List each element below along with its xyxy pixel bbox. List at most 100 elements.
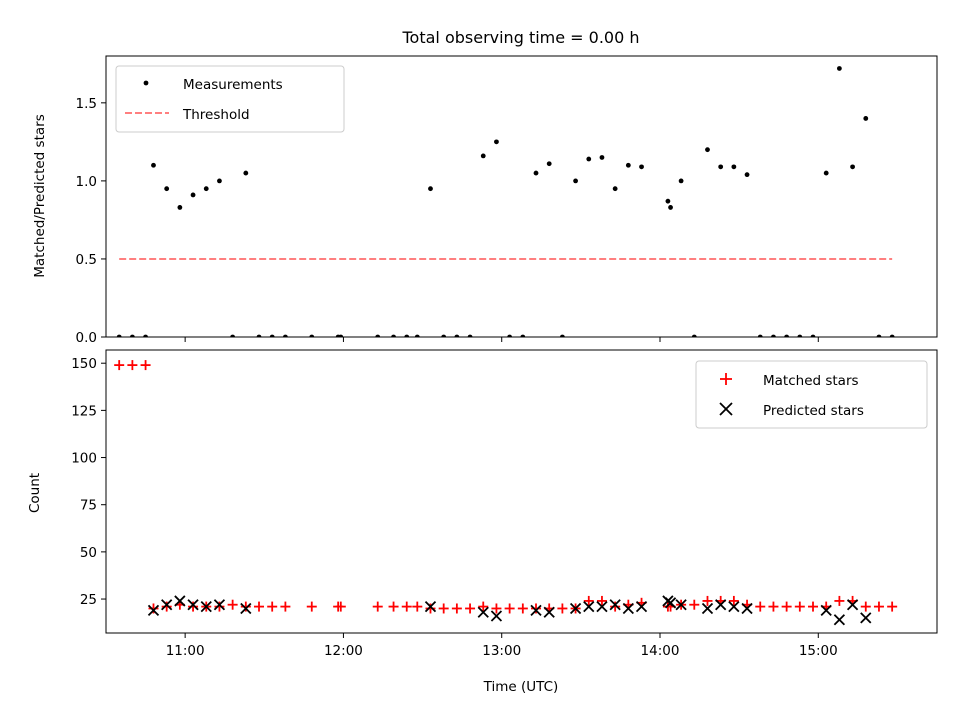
legend-box [115,65,345,133]
x-tick-label: 12:00 [324,643,363,659]
measurement-point [151,162,156,168]
ratio-axis-ticks: 0.0 0.5 1.0 1.5 [76,96,819,346]
measurement-point [771,334,776,337]
measurement-point [533,170,539,176]
legend-label-matched: Matched stars [763,373,859,389]
matched-star-marker [887,601,898,612]
matched-star-marker [451,603,462,614]
matched-star-marker [438,603,449,614]
matched-star-marker [478,601,489,612]
x-axis-label: Time (UTC) [483,679,559,695]
matched-star-marker [161,601,172,612]
y-axis-label: Matched/Predicted stars [32,114,48,277]
predicted-star-marker [596,600,608,613]
plot-area [114,360,898,626]
matched-star-marker [127,360,138,371]
matched-star-marker [755,601,766,612]
predicted-star-marker [715,599,727,611]
predicted-star-marker [213,599,226,611]
matched-star-marker [610,601,621,612]
measurement-point [705,147,710,153]
predicted-star-marker [477,606,489,618]
measurement-point [757,334,763,337]
matched-star-marker [240,601,251,612]
measurement-point [203,186,209,192]
predicted-star-marker [846,599,859,611]
y-tick-label: 0.0 [76,330,97,346]
matched-star-marker [768,601,779,612]
measurement-point [599,155,605,160]
matched-star-marker [388,601,399,612]
y-tick-label: 75 [80,498,97,514]
y-tick-label: 0.5 [76,252,97,268]
matched-star-marker [114,360,125,371]
measurement-point [850,164,855,170]
matched-star-marker [188,601,199,612]
predicted-star-marker [530,604,542,616]
matched-star-marker [140,360,151,371]
measurement-point [678,178,684,184]
y-tick-label: 150 [71,356,97,372]
measurement-point [612,186,618,192]
measurement-point [784,334,790,337]
legend-marker-matched [720,373,732,385]
predicted-star-marker [622,602,634,615]
measurement-point [375,334,381,337]
predicted-star-marker [240,602,252,615]
matched-star-marker [254,601,265,612]
y-tick-label: 1.5 [76,96,97,112]
measurement-point [889,334,895,337]
matched-star-marker [728,595,739,606]
count-legend: Matched stars Predicted stars [695,360,928,429]
matched-star-marker [227,599,238,610]
measurement-point [454,334,460,337]
measurement-point [625,162,631,168]
measurement-point [668,205,673,210]
matched-star-marker [401,601,412,612]
plot-area [116,66,895,337]
measurement-point [143,334,148,337]
matched-star-marker [425,603,436,614]
count-axis-ticks: 11:00 12:00 13:00 14:00 15:00 25 50 75 100 125 150 [71,356,838,659]
y-tick-label: 125 [71,403,97,419]
predicted-star-marker [701,602,714,615]
measurement-point [177,205,183,210]
measurement-point [428,186,433,192]
measurement-point [691,334,697,337]
measurement-point [863,116,869,121]
matched-star-marker [808,601,819,612]
y-tick-label: 100 [71,451,97,467]
measurement-point [414,334,420,337]
predicted-star-marker [728,600,740,613]
measurement-point [217,178,222,184]
matched-star-marker [702,595,713,606]
predicted-star-marker [569,602,582,615]
x-tick-label: 15:00 [799,643,838,659]
legend-label-predicted: Predicted stars [763,403,864,419]
legend-label-measurements: Measurements [183,77,283,93]
measurement-point [665,198,671,204]
measurement-point [494,139,499,145]
legend-label-threshold: Threshold [182,107,250,123]
measurement-point [731,164,737,170]
ratio-panel: Total observing time = 0.00 h Matched/Pr… [32,28,938,346]
matched-star-marker [781,601,792,612]
measurement-point [639,164,644,170]
matched-star-marker [794,601,805,612]
y-axis-label: Count [27,473,43,513]
matched-star-marker [834,595,845,606]
legend-marker-measurements [143,80,149,86]
measurement-point [230,334,236,337]
predicted-star-marker [147,604,160,616]
ratio-plot-frame [105,55,938,338]
ratio-legend: Measurements Threshold [115,65,345,133]
y-tick-label: 50 [80,545,97,561]
predicted-star-marker [187,599,199,611]
measurement-point [876,334,882,337]
measurement-point [546,161,552,167]
matched-star-marker [504,603,515,614]
measurement-point [404,334,410,337]
measurement-point [338,334,344,337]
matched-star-marker [557,603,568,614]
